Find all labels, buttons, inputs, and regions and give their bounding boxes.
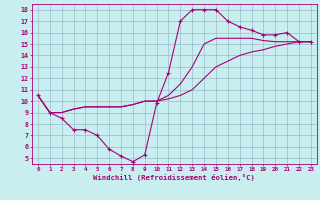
X-axis label: Windchill (Refroidissement éolien,°C): Windchill (Refroidissement éolien,°C) xyxy=(93,174,255,181)
